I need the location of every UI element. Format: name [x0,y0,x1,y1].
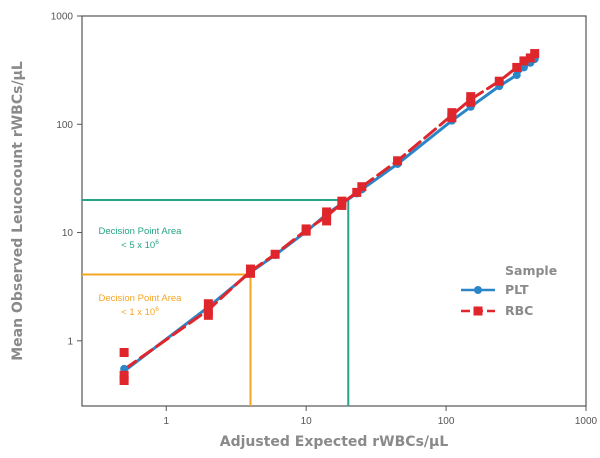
axis-ticks: 1 10 100 1000 1 10 100 1000 [51,12,598,428]
point-rbc-16 [352,187,362,197]
point-rbc-19 [447,108,457,118]
point-rbc-0 [119,347,129,357]
point-rbc-27 [530,49,540,59]
annotation-5e6-base: < 5 x 10 [121,240,155,251]
point-rbc-7 [245,268,255,278]
point-rbc-4 [203,306,213,316]
y-tick-label-1000: 1000 [51,12,74,23]
annotation-1e6-line1: Decision Point Area [99,293,183,304]
legend-rbc-marker [473,306,483,316]
point-rbc-17 [357,182,367,192]
point-rbc-2 [119,375,129,385]
point-rbc-1 [119,370,129,380]
y-tick-label-10: 10 [62,228,74,239]
annotation-5e6-exponent: 6 [155,239,159,246]
point-plt-16 [512,71,521,80]
y-tick-label-1: 1 [67,336,73,347]
point-rbc-15 [337,200,347,210]
annotation-1e6-line2: < 1 x 106 [121,306,159,318]
series-markers [119,49,540,385]
point-rbc-8 [270,249,280,259]
y-axis-title: Mean Observed Leucocount rWBCs/µL [10,61,26,361]
point-rbc-3 [203,299,213,309]
point-rbc-12 [322,211,332,221]
legend-entry-plt: PLT [461,282,529,297]
legend-plt-label: PLT [505,282,529,297]
annotation-1e6: Decision Point Area < 1 x 106 [99,293,183,318]
legend-plt-marker [474,286,482,294]
legend: Sample PLT RBC [461,263,557,318]
y-tick-label-100: 100 [56,120,73,131]
point-rbc-21 [466,92,476,102]
point-plt-17 [519,63,528,72]
plot-area-frame [81,15,587,407]
x-tick-label-10: 10 [301,416,313,427]
annotation-5e6-line2: < 5 x 106 [121,239,159,251]
legend-rbc-label: RBC [505,303,533,318]
point-rbc-10 [301,226,311,236]
x-axis-title: Adjusted Expected rWBCs/µL [220,434,449,450]
point-rbc-22 [466,97,476,107]
point-rbc-13 [322,216,332,226]
annotation-5e6-line1: Decision Point Area [99,226,183,237]
legend-entry-rbc: RBC [461,303,533,318]
annotation-1e6-base: < 1 x 10 [121,307,155,318]
point-rbc-5 [203,310,213,320]
point-rbc-18 [393,156,403,166]
annotation-1e6-exponent: 6 [155,306,159,313]
legend-title: Sample [505,263,557,278]
point-rbc-23 [494,76,504,86]
x-tick-label-1000: 1000 [575,416,598,427]
point-rbc-24 [512,62,522,72]
annotation-5e6: Decision Point Area < 5 x 106 [99,226,183,251]
point-rbc-20 [447,113,457,123]
x-tick-label-1: 1 [163,416,169,427]
point-rbc-25 [519,56,529,66]
x-tick-label-100: 100 [438,416,455,427]
